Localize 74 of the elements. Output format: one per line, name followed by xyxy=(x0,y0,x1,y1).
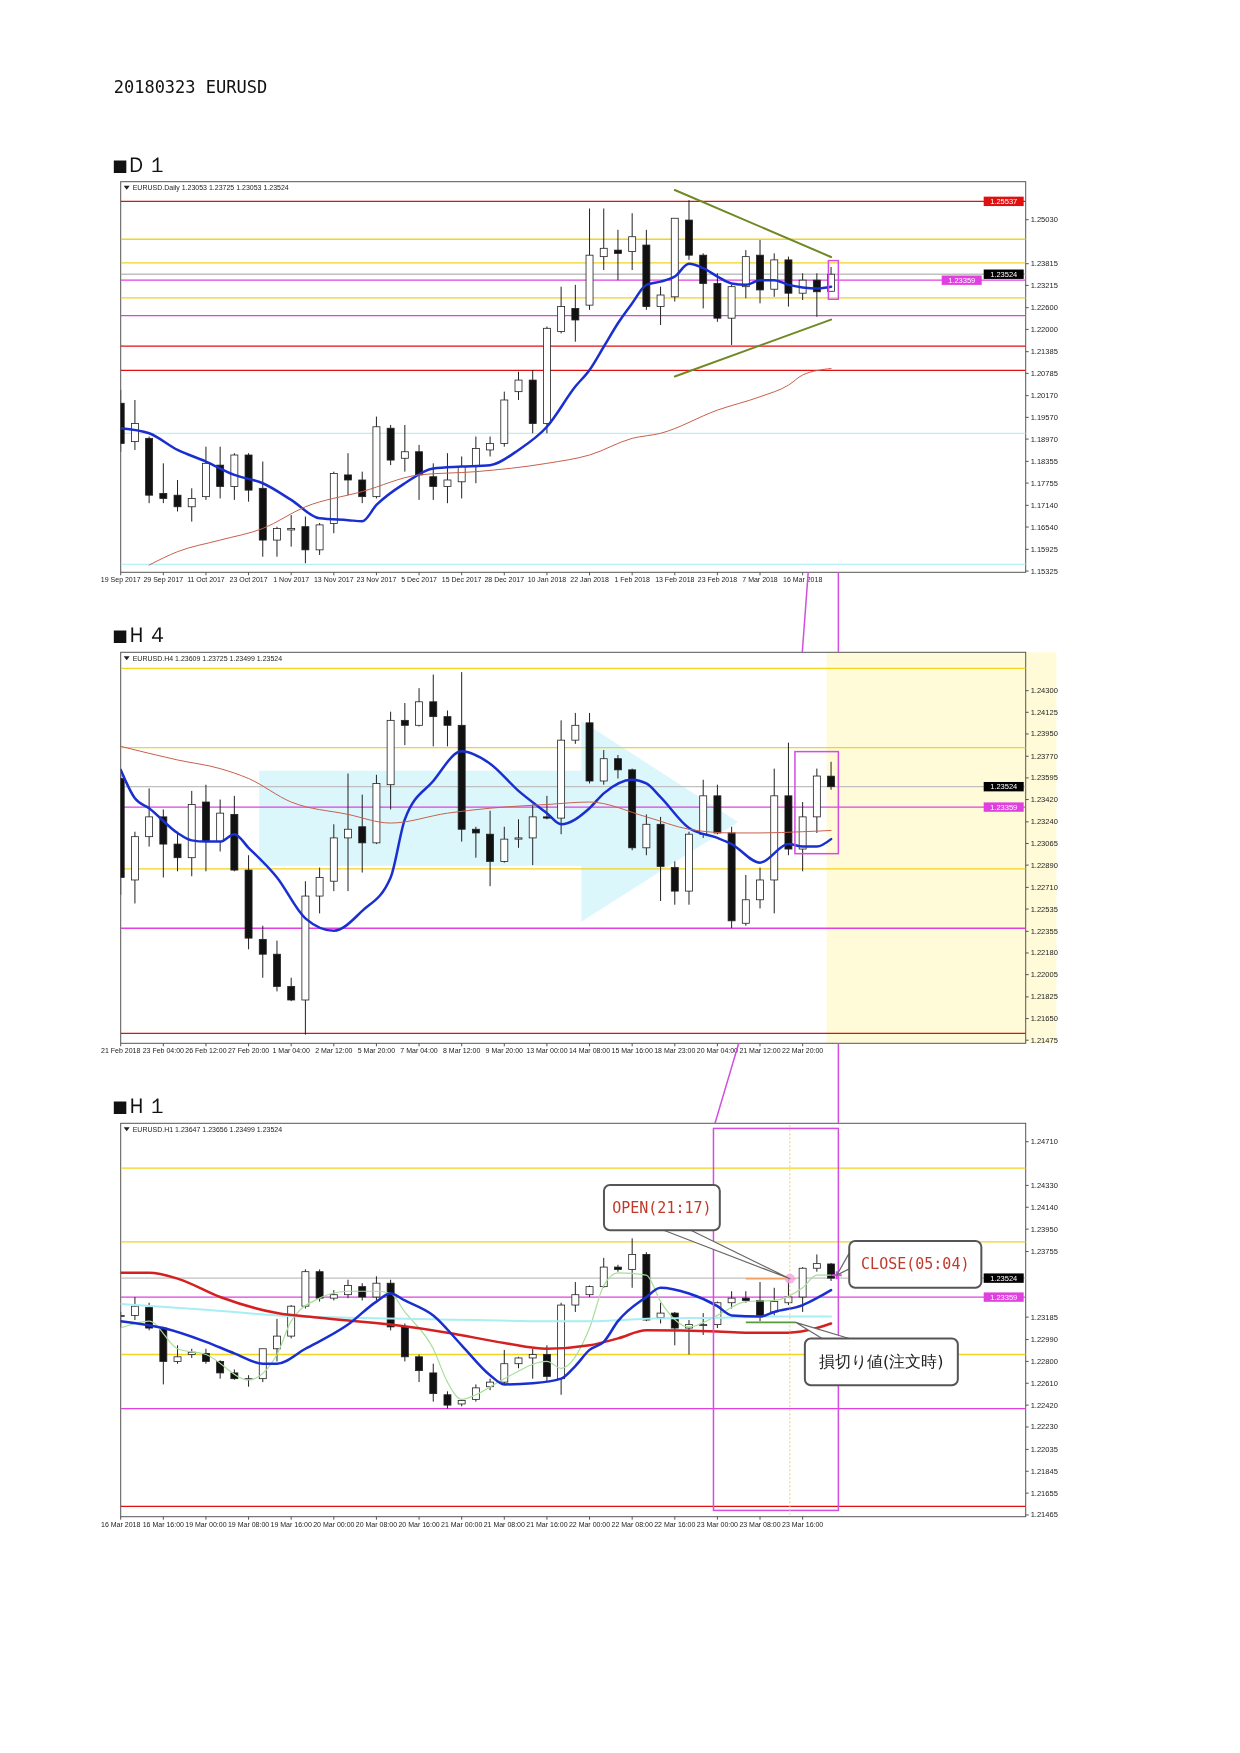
candlestick xyxy=(131,1296,139,1321)
candlestick xyxy=(358,794,367,874)
candlestick xyxy=(415,1354,423,1383)
candlestick xyxy=(599,749,608,786)
candlestick xyxy=(599,207,608,271)
candlestick xyxy=(173,831,182,872)
line-series xyxy=(120,1271,833,1351)
candlestick xyxy=(273,526,281,558)
annotation: CLOSE(05:04) xyxy=(861,1255,970,1274)
candlestick xyxy=(273,1318,281,1362)
candlestick xyxy=(187,487,196,523)
callout: 損切り値(注文時) xyxy=(744,1321,959,1387)
candlestick xyxy=(344,1279,352,1299)
candlestick xyxy=(173,479,182,512)
candlestick xyxy=(500,826,509,864)
callout: OPEN(21:17) xyxy=(602,1184,797,1284)
candlestick xyxy=(486,436,494,457)
annotation: 損切り値(注文時) xyxy=(819,1352,944,1372)
candlestick xyxy=(599,1257,608,1289)
candlestick xyxy=(699,1312,708,1336)
line-series xyxy=(120,745,832,834)
chart-title: ■Ｄ１ xyxy=(113,152,169,177)
candlestick xyxy=(670,860,679,906)
candlestick xyxy=(571,1281,580,1313)
text: 20180323 EURUSD xyxy=(113,76,268,97)
candlestick xyxy=(471,826,480,859)
chart-title: ■Ｈ４ xyxy=(113,623,169,648)
candlestick xyxy=(258,925,267,979)
candlestick xyxy=(344,773,352,892)
line-series xyxy=(120,750,833,932)
candlestick xyxy=(145,787,154,848)
candlestick xyxy=(216,446,225,499)
candlestick xyxy=(372,1275,381,1301)
candlestick xyxy=(656,286,665,326)
candlestick xyxy=(287,514,296,548)
candlestick xyxy=(571,712,580,745)
candlestick xyxy=(471,436,480,484)
line-series xyxy=(120,262,833,523)
candlestick xyxy=(429,1363,438,1403)
candlestick xyxy=(642,813,651,856)
candlestick xyxy=(628,212,637,271)
candlestick xyxy=(756,867,764,909)
chart-title: ■Ｈ１ xyxy=(113,1094,169,1119)
candlestick xyxy=(628,1237,637,1289)
candlestick xyxy=(614,754,622,780)
candlestick xyxy=(344,452,352,496)
annotation: OPEN(21:17) xyxy=(612,1198,712,1217)
candlestick xyxy=(159,462,168,504)
candlestick xyxy=(770,1287,779,1316)
candlestick xyxy=(571,284,580,343)
candlestick xyxy=(301,516,310,564)
candlestick xyxy=(315,867,324,914)
candlestick xyxy=(614,229,622,281)
candlestick xyxy=(514,818,523,849)
candlestick xyxy=(528,803,537,866)
line-series xyxy=(120,1302,833,1323)
candlestick xyxy=(173,1344,182,1365)
candlestick xyxy=(429,674,438,747)
candlestick xyxy=(528,1348,537,1380)
candlestick xyxy=(358,471,367,504)
candlestick xyxy=(400,702,409,746)
candlestick xyxy=(741,874,750,927)
candlestick xyxy=(400,424,409,473)
candlestick xyxy=(514,371,523,401)
candlestick xyxy=(429,462,438,501)
line-series xyxy=(148,367,832,566)
candlestick xyxy=(827,761,835,791)
candlestick xyxy=(415,687,423,728)
candlestick xyxy=(656,1302,665,1324)
candlestick xyxy=(543,1344,551,1383)
candlestick xyxy=(415,444,423,501)
candlestick xyxy=(443,452,452,504)
candlestick xyxy=(812,1253,821,1273)
candlestick xyxy=(443,709,452,747)
